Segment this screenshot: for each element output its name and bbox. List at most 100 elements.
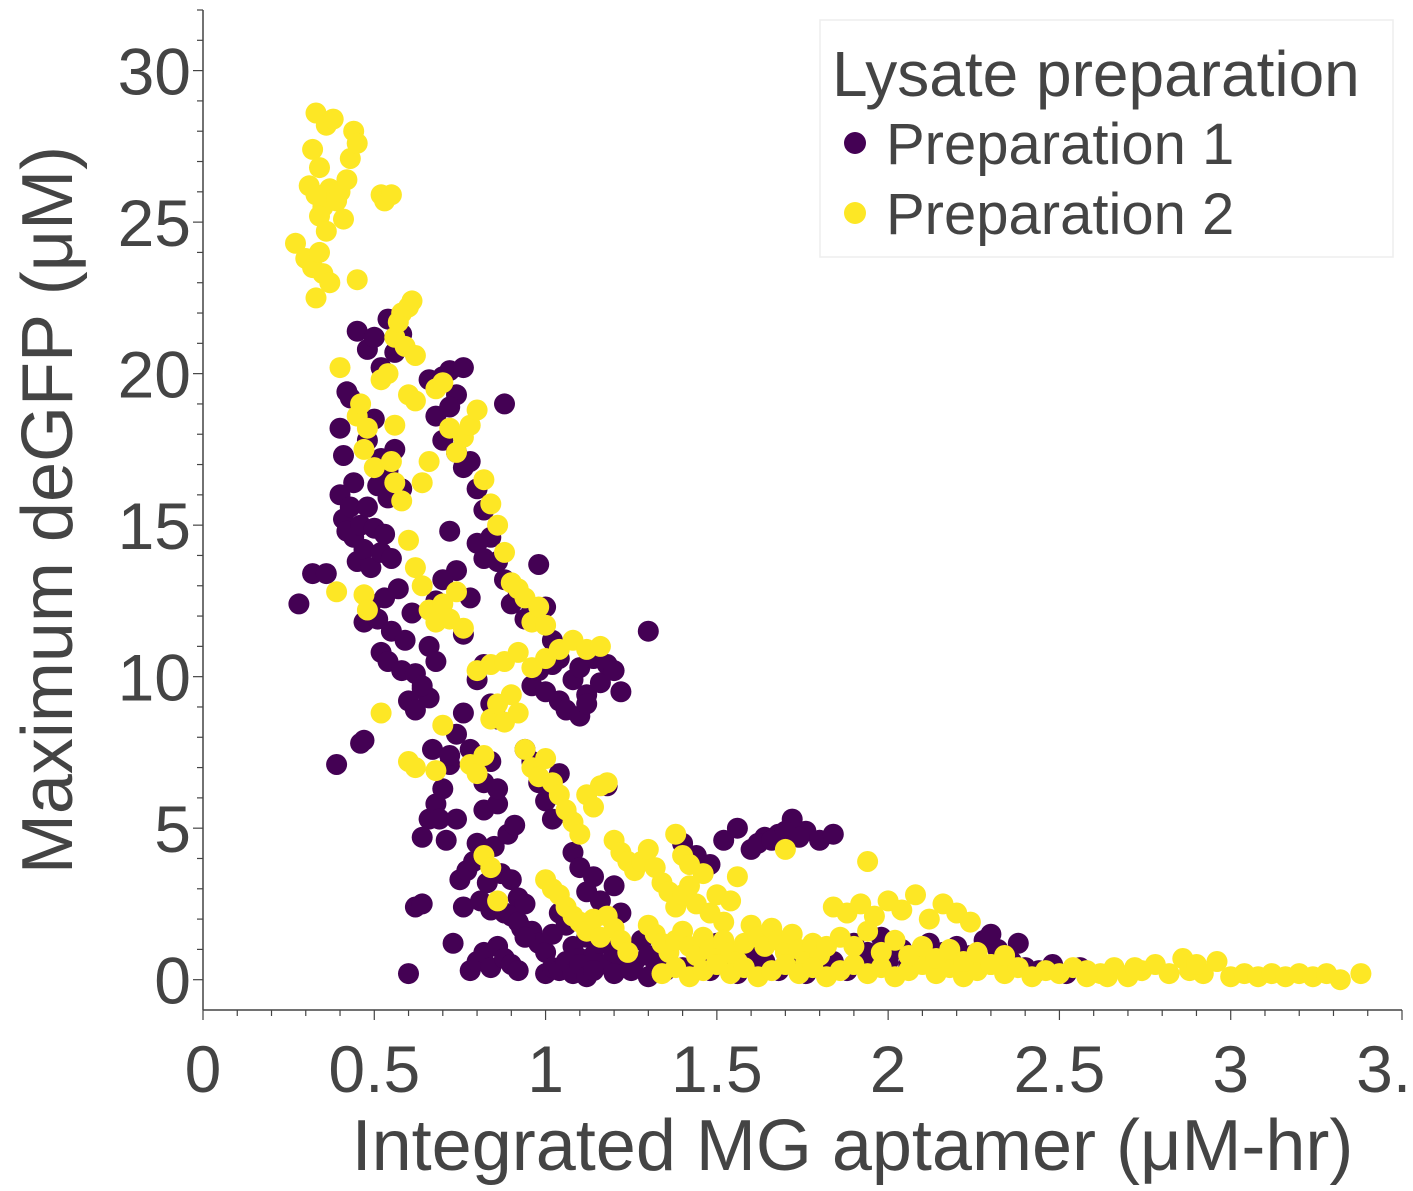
data-point-preparation-2	[391, 490, 413, 512]
data-point-preparation-2	[507, 702, 529, 724]
data-point-preparation-2	[535, 614, 557, 636]
data-point-preparation-1	[435, 829, 457, 851]
data-point-preparation-1	[356, 496, 378, 518]
data-point-preparation-1	[315, 563, 337, 585]
data-point-preparation-1	[404, 699, 426, 721]
data-point-preparation-2	[959, 911, 981, 933]
data-point-preparation-1	[288, 593, 310, 615]
data-point-preparation-2	[535, 748, 557, 769]
data-point-preparation-1	[576, 693, 598, 715]
data-point-preparation-2	[329, 357, 351, 379]
data-point-preparation-2	[356, 599, 378, 621]
data-point-preparation-2	[911, 935, 933, 957]
data-point-preparation-2	[939, 938, 961, 960]
x-axis-ticks: 0 0.5 1 1.5 2 2.5 3 3.5	[185, 1010, 1413, 1106]
data-point-preparation-2	[1124, 957, 1146, 979]
data-point-preparation-2	[720, 890, 742, 912]
y-tick-label: 0	[154, 944, 191, 1018]
data-point-preparation-2	[326, 581, 348, 603]
data-point-preparation-1	[603, 875, 625, 897]
data-point-preparation-2	[514, 738, 536, 760]
data-point-preparation-2	[870, 941, 892, 963]
data-point-preparation-1	[446, 808, 467, 830]
data-point-preparation-1	[507, 960, 529, 982]
x-tick-label: 3.5	[1356, 1032, 1413, 1106]
data-point-preparation-1	[583, 960, 604, 982]
data-point-preparation-2	[843, 935, 865, 957]
data-point-preparation-1	[346, 320, 368, 342]
data-point-preparation-1	[387, 578, 409, 600]
data-point-preparation-1	[422, 738, 443, 760]
data-point-preparation-2	[401, 290, 423, 312]
legend: Lysate preparation Preparation 1 Prepara…	[819, 19, 1394, 258]
legend-marker-preparation-2	[844, 202, 866, 224]
data-point-preparation-1	[428, 808, 450, 830]
data-point-preparation-1	[726, 817, 748, 839]
data-point-preparation-2	[446, 581, 467, 603]
data-point-preparation-1	[603, 660, 625, 682]
data-point-preparation-2	[404, 557, 426, 579]
x-tick-label: 1	[527, 1032, 564, 1106]
data-point-preparation-2	[380, 184, 402, 206]
data-point-preparation-2	[891, 899, 913, 921]
data-point-preparation-2	[1186, 954, 1207, 975]
data-point-preparation-2	[384, 472, 406, 494]
data-point-preparation-1	[439, 520, 461, 542]
data-point-preparation-2	[665, 823, 687, 845]
data-point-preparation-2	[713, 911, 735, 933]
data-point-preparation-2	[994, 945, 1016, 966]
data-point-preparation-2	[315, 220, 337, 242]
data-point-preparation-1	[411, 893, 433, 915]
data-point-preparation-2	[363, 457, 385, 479]
data-point-preparation-2	[857, 851, 879, 872]
data-point-preparation-1	[360, 557, 382, 579]
data-point-preparation-1	[411, 826, 433, 848]
data-point-preparation-2	[350, 393, 372, 415]
data-point-preparation-2	[857, 920, 879, 942]
data-point-preparation-2	[418, 451, 440, 472]
legend-label-preparation-1: Preparation 1	[886, 112, 1234, 177]
data-point-preparation-2	[346, 132, 368, 154]
data-point-preparation-2	[398, 529, 419, 551]
data-point-preparation-2	[966, 941, 988, 963]
data-points	[285, 102, 1372, 991]
y-tick-label: 5	[154, 792, 191, 866]
data-point-preparation-2	[305, 184, 327, 206]
data-point-preparation-1	[380, 548, 402, 569]
data-point-preparation-2	[1206, 951, 1228, 972]
x-tick-label: 1.5	[671, 1032, 763, 1106]
data-point-preparation-1	[620, 960, 642, 982]
data-point-preparation-2	[679, 875, 700, 897]
data-point-preparation-1	[528, 554, 550, 575]
data-point-preparation-2	[1158, 963, 1180, 985]
data-point-preparation-1	[374, 523, 396, 545]
data-point-preparation-1	[439, 396, 461, 418]
data-point-preparation-1	[610, 681, 632, 703]
y-tick-label: 15	[118, 489, 191, 563]
data-point-preparation-1	[442, 932, 464, 954]
data-point-preparation-2	[637, 838, 659, 860]
x-tick-label: 0.5	[328, 1032, 420, 1106]
data-point-preparation-2	[500, 684, 522, 706]
data-point-preparation-1	[425, 651, 447, 672]
data-point-preparation-1	[452, 702, 474, 724]
data-point-preparation-2	[884, 929, 906, 951]
data-point-preparation-2	[726, 866, 748, 888]
data-point-preparation-1	[788, 826, 810, 848]
x-tick-label: 3	[1212, 1032, 1249, 1106]
data-point-preparation-2	[336, 169, 358, 191]
data-point-preparation-1	[326, 754, 348, 775]
data-point-preparation-1	[980, 923, 1002, 945]
data-point-preparation-2	[370, 702, 392, 724]
data-point-preparation-1	[473, 548, 495, 569]
data-point-preparation-2	[1076, 960, 1098, 982]
x-tick-label: 2.5	[1014, 1032, 1106, 1106]
data-point-preparation-2	[356, 417, 378, 439]
data-point-preparation-1	[401, 602, 423, 624]
data-point-preparation-2	[432, 714, 454, 736]
data-point-preparation-2	[528, 596, 550, 618]
data-point-preparation-2	[411, 575, 433, 597]
data-point-preparation-2	[679, 854, 700, 875]
data-point-preparation-1	[603, 963, 625, 985]
data-point-preparation-1	[452, 357, 474, 379]
